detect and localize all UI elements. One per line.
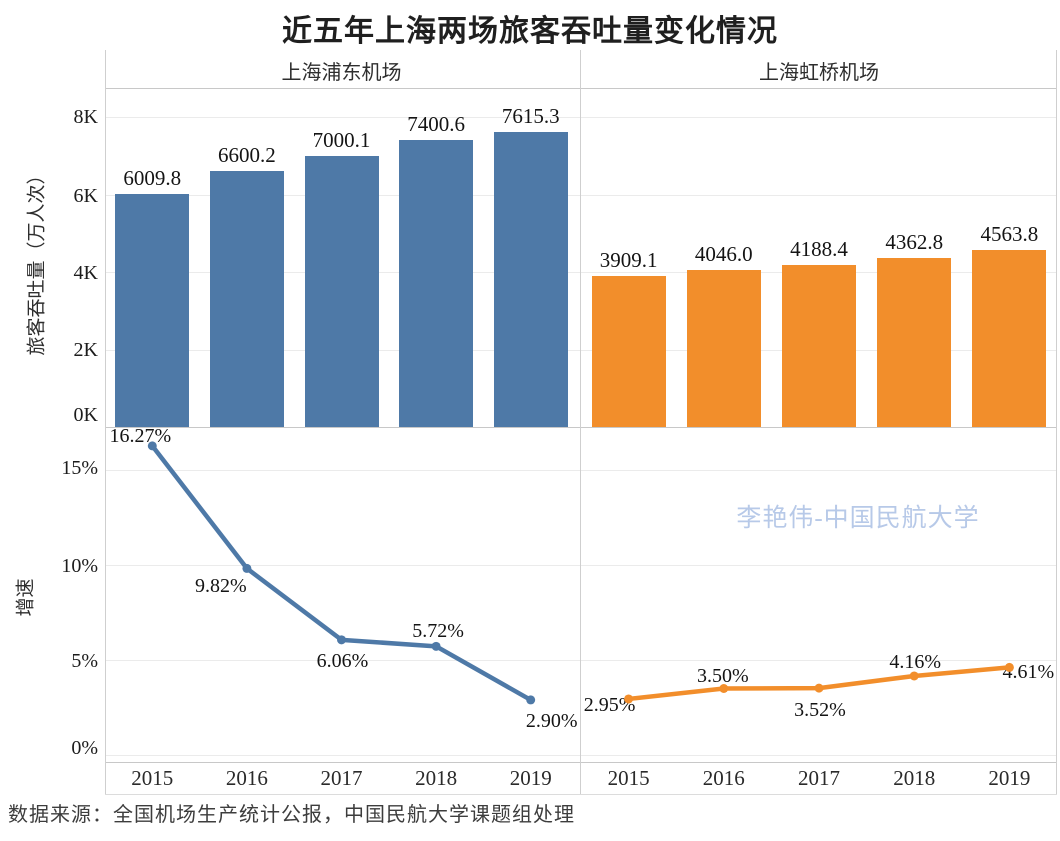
x-tick-label-year: 2018: [415, 766, 458, 790]
line-point-marker: [526, 695, 536, 705]
x-tick-label-year: 2018: [893, 766, 936, 790]
x-tick-label-year: 2015: [131, 766, 174, 790]
bar-mark-2017: [304, 155, 379, 427]
bar-value-label: 3909.1: [599, 247, 658, 272]
chart-title: 近五年上海两场旅客吞吐量变化情况: [282, 15, 778, 48]
y-tick-label-throughput: 8K: [73, 106, 98, 128]
bar-mark-2019: [972, 250, 1047, 427]
y-tick-label-growth: 10%: [61, 555, 98, 577]
bar-value-label: 4046.0: [694, 242, 753, 267]
bar-mark-2015: [115, 194, 190, 427]
line-value-label: 6.06%: [316, 649, 369, 672]
pane-border-vertical: [1056, 50, 1057, 794]
bar-mark-2017: [782, 264, 856, 427]
bar-value-label: 4362.8: [885, 229, 944, 254]
gridline: [105, 272, 1057, 273]
bar-mark-2016: [686, 270, 761, 427]
pane-border-vertical: [105, 50, 106, 794]
y-tick-label-throughput: 4K: [73, 262, 98, 284]
line-value-label: 3.52%: [794, 699, 846, 722]
gridline: [105, 117, 1057, 118]
x-tick-label-year: 2019: [509, 766, 552, 790]
line-value-label: 9.82%: [195, 575, 247, 598]
line-point-marker: [337, 635, 346, 645]
line-value-label: 5.72%: [412, 620, 464, 643]
bar-value-label: 6600.2: [218, 143, 276, 168]
data-source-note: 数据来源：全国机场生产统计公报，中国民航大学课题组处理: [8, 804, 575, 826]
x-tick-label-year: 2016: [225, 766, 268, 790]
y-tick-label-growth: 0%: [71, 737, 98, 759]
gridline: [105, 565, 1057, 566]
y-tick-label-throughput: 0K: [73, 404, 98, 426]
gridline: [105, 755, 1057, 756]
x-tick-label-year: 2016: [702, 766, 745, 790]
y-tick-label-growth: 5%: [71, 650, 98, 672]
line-value-label: 4.61%: [1002, 661, 1055, 684]
gridline: [105, 660, 1057, 661]
y-axis-title-growth: 增速: [15, 578, 37, 617]
line-value-label: 2.90%: [525, 709, 578, 732]
pane-border-horizontal: [105, 794, 1057, 795]
y-tick-label-growth: 15%: [61, 457, 98, 479]
gridline: [105, 470, 1057, 471]
bar-mark-2018: [399, 140, 474, 427]
bar-value-label: 7615.3: [501, 103, 560, 128]
pane-border-vertical: [579, 50, 581, 794]
bar-mark-2019: [493, 131, 568, 427]
line-value-label: 16.27%: [109, 424, 172, 447]
bar-value-label: 7000.1: [312, 127, 371, 152]
y-tick-label-throughput: 6K: [73, 185, 98, 207]
bar-value-label: 6009.8: [123, 166, 182, 191]
gridline: [105, 349, 1057, 351]
pane-border-horizontal: [105, 427, 1057, 428]
bar-value-label: 4188.4: [790, 236, 848, 261]
line-value-label: 4.16%: [889, 650, 942, 673]
x-tick-label-year: 2015: [607, 766, 650, 790]
x-tick-label-year: 2019: [988, 766, 1031, 790]
x-tick-label-year: 2017: [798, 766, 840, 790]
line-point-marker: [814, 683, 824, 693]
pane-border-horizontal: [105, 762, 1057, 763]
bar-mark-2016: [209, 171, 284, 427]
column-header-pudong: 上海浦东机场: [281, 62, 402, 84]
bar-value-label: 7400.6: [407, 112, 465, 137]
watermark-text: 李艳伟-中国民航大学: [736, 505, 980, 532]
bar-value-label: 4563.8: [980, 222, 1039, 247]
bar-mark-2018: [877, 257, 952, 427]
bar-mark-2015: [591, 275, 666, 427]
x-tick-label-year: 2017: [320, 766, 363, 790]
column-header-hongqiao: 上海虹桥机场: [759, 62, 879, 84]
line-value-label: 2.95%: [583, 693, 636, 716]
gridline: [105, 194, 1057, 196]
y-tick-label-throughput: 2K: [73, 339, 98, 361]
pane-border-horizontal: [105, 88, 1057, 89]
line-value-label: 3.50%: [696, 664, 749, 687]
